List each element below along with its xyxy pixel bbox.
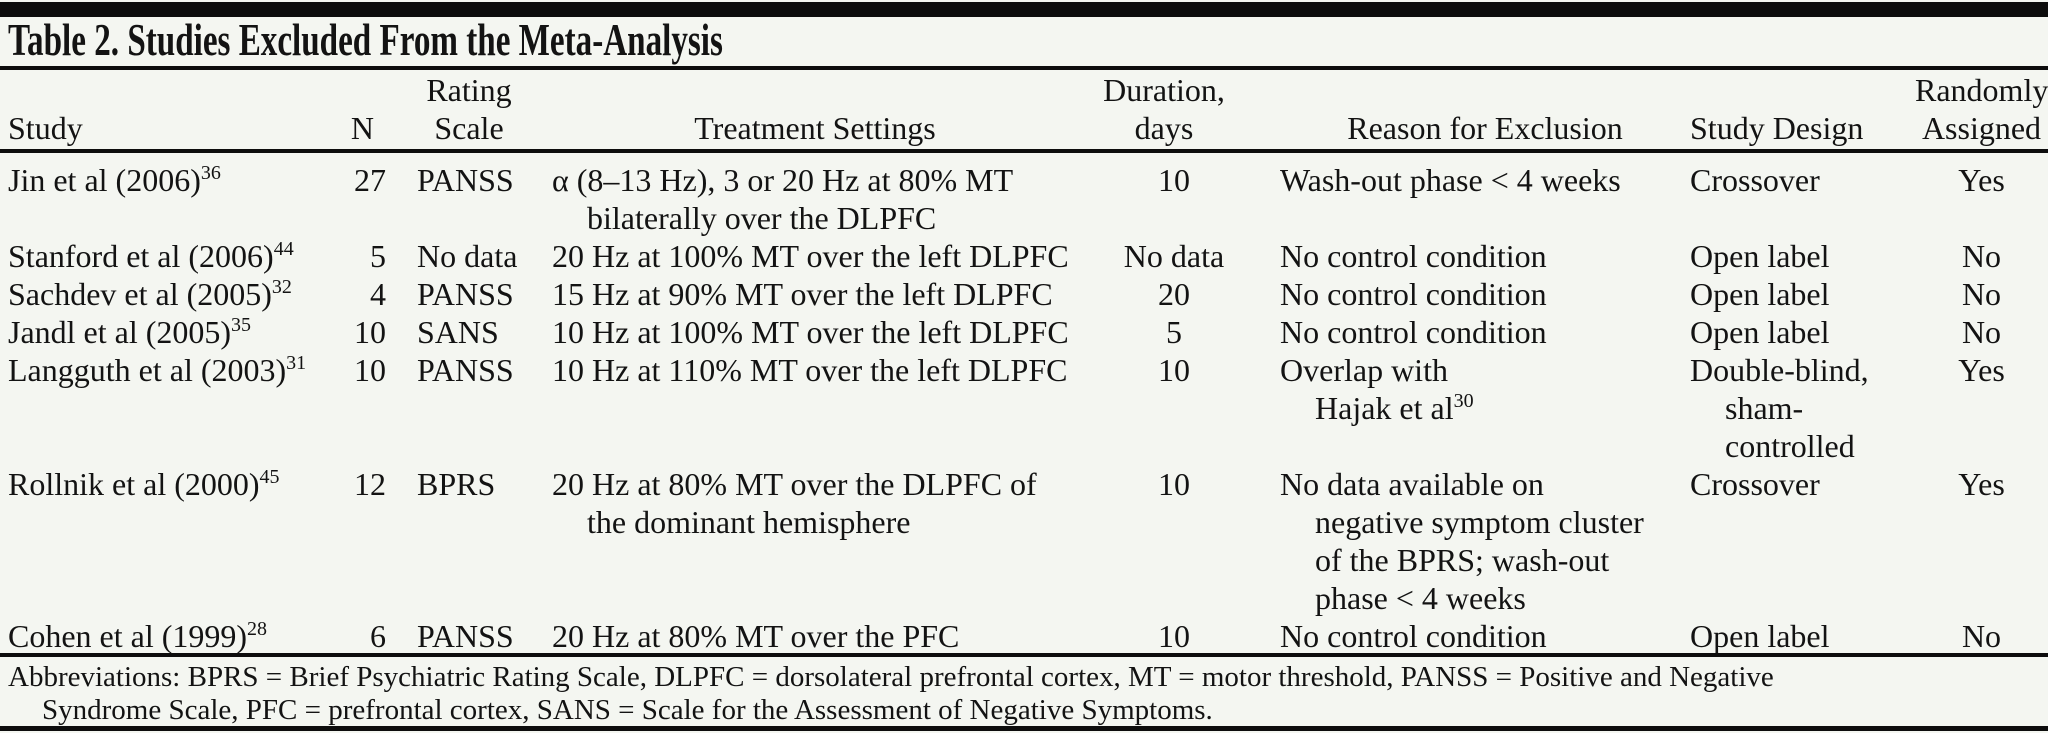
header-duration-days: Duration, days	[1103, 72, 1225, 146]
top-divider	[0, 2, 2048, 17]
study-cell: Jin et al (2006)36	[8, 162, 221, 198]
table-row: Rollnik et al (2000)45 12 BPRS 20 Hz at …	[0, 465, 2048, 617]
n-cell: 10	[354, 352, 386, 388]
reason-cell: No control condition	[1280, 276, 1547, 312]
randomly-assigned-cell: Yes	[1958, 162, 2005, 198]
citation-superscript: 31	[286, 352, 307, 374]
treatment-settings-cell: 10 Hz at 100% MT over the left DLPFC	[552, 314, 1069, 350]
study-design-cell: Open label	[1690, 314, 1830, 350]
table-body: Jin et al (2006)36 27 PANSS α (8–13 Hz),…	[0, 153, 2048, 655]
header-study-design: Study Design	[1690, 110, 1864, 146]
randomly-assigned-cell: No	[1961, 314, 2002, 350]
duration-cell: No data	[1123, 238, 1225, 274]
table-row: Jandl et al (2005)35 10 SANS 10 Hz at 10…	[0, 313, 2048, 351]
study-design-cell: Open label	[1690, 618, 1830, 654]
duration-cell: 10	[1158, 352, 1190, 388]
citation-superscript: 44	[273, 238, 294, 260]
study-cell: Rollnik et al (2000)45	[8, 466, 280, 502]
header-treatment-settings: Treatment Settings	[694, 110, 936, 146]
treatment-settings-cell: 20 Hz at 80% MT over the DLPFC of the do…	[552, 466, 1037, 540]
citation-superscript: 28	[247, 618, 268, 640]
treatment-settings-cell: 20 Hz at 100% MT over the left DLPFC	[552, 238, 1069, 274]
study-design-cell: Open label	[1690, 276, 1830, 312]
n-cell: 10	[354, 314, 386, 350]
reason-cell: No control condition	[1280, 238, 1547, 274]
header-n: N	[350, 110, 374, 146]
randomly-assigned-cell: No	[1961, 618, 2002, 654]
rating-scale-cell: BPRS	[417, 466, 496, 502]
randomly-assigned-cell: Yes	[1958, 466, 2005, 502]
rating-scale-cell: PANSS	[417, 352, 514, 388]
randomly-assigned-cell: Yes	[1958, 352, 2005, 388]
footer-divider	[0, 653, 2048, 657]
duration-cell: 20	[1158, 276, 1190, 312]
treatment-settings-cell: 20 Hz at 80% MT over the PFC	[552, 618, 960, 654]
abbreviations-footnote: Abbreviations: BPRS = Brief Psychiatric …	[8, 661, 1774, 726]
reason-cell: No control condition	[1280, 314, 1547, 350]
reason-cell: No control condition	[1280, 618, 1547, 654]
study-design-cell: Crossover	[1690, 466, 1820, 502]
n-cell: 4	[370, 276, 386, 312]
table-row: Cohen et al (1999)28 6 PANSS 20 Hz at 80…	[0, 617, 2048, 655]
treatment-settings-cell: α (8–13 Hz), 3 or 20 Hz at 80% MT bilate…	[552, 162, 1014, 236]
reason-cell: No data available on negative symptom cl…	[1280, 466, 1644, 616]
rating-scale-cell: PANSS	[417, 162, 514, 198]
header-randomly-assigned: Randomly Assigned	[1915, 72, 2048, 146]
table-row: Langguth et al (2003)31 10 PANSS 10 Hz a…	[0, 351, 2048, 465]
study-design-cell: Crossover	[1690, 162, 1820, 198]
study-cell: Cohen et al (1999)28	[8, 618, 268, 654]
bottom-divider	[0, 726, 2048, 731]
title-divider	[0, 66, 2048, 70]
duration-cell: 10	[1158, 466, 1190, 502]
reason-cell: Overlap with Hajak et al30	[1280, 352, 1474, 426]
citation-superscript: 35	[231, 314, 252, 336]
treatment-settings-cell: 10 Hz at 110% MT over the left DLPFC	[552, 352, 1068, 388]
rating-scale-cell: PANSS	[417, 618, 514, 654]
randomly-assigned-cell: No	[1961, 238, 2002, 274]
header-reason-for-exclusion: Reason for Exclusion	[1347, 110, 1623, 146]
rating-scale-cell: No data	[417, 238, 518, 274]
randomly-assigned-cell: No	[1961, 276, 2002, 312]
study-design-cell: Open label	[1690, 238, 1830, 274]
header-study: Study	[8, 110, 83, 146]
table-row: Jin et al (2006)36 27 PANSS α (8–13 Hz),…	[0, 161, 2048, 237]
citation-superscript: 30	[1453, 390, 1474, 412]
reason-cell: Wash-out phase < 4 weeks	[1280, 162, 1621, 198]
study-design-cell: Double-blind, sham- controlled	[1690, 352, 1869, 464]
n-cell: 27	[354, 162, 386, 198]
n-cell: 5	[370, 238, 386, 274]
header-rating-scale: Rating Scale	[426, 72, 512, 146]
table-row: Stanford et al (2006)44 5 No data 20 Hz …	[0, 237, 2048, 275]
n-cell: 6	[370, 618, 386, 654]
study-cell: Jandl et al (2005)35	[8, 314, 252, 350]
study-cell: Sachdev et al (2005)32	[8, 276, 292, 312]
table-row: Sachdev et al (2005)32 4 PANSS 15 Hz at …	[0, 275, 2048, 313]
treatment-settings-cell: 15 Hz at 90% MT over the left DLPFC	[552, 276, 1053, 312]
header-divider	[0, 149, 2048, 153]
table-title: Table 2. Studies Excluded From the Meta-…	[8, 14, 723, 65]
study-cell: Langguth et al (2003)31	[8, 352, 307, 388]
rating-scale-cell: PANSS	[417, 276, 514, 312]
duration-cell: 10	[1158, 162, 1190, 198]
table-header: Study N Rating Scale Treatment Settings …	[0, 71, 2048, 153]
citation-superscript: 32	[271, 276, 292, 298]
duration-cell: 10	[1158, 618, 1190, 654]
rating-scale-cell: SANS	[417, 314, 499, 350]
n-cell: 12	[354, 466, 386, 502]
citation-superscript: 45	[259, 466, 280, 488]
duration-cell: 5	[1166, 314, 1182, 350]
study-cell: Stanford et al (2006)44	[8, 238, 294, 274]
citation-superscript: 36	[200, 162, 221, 184]
